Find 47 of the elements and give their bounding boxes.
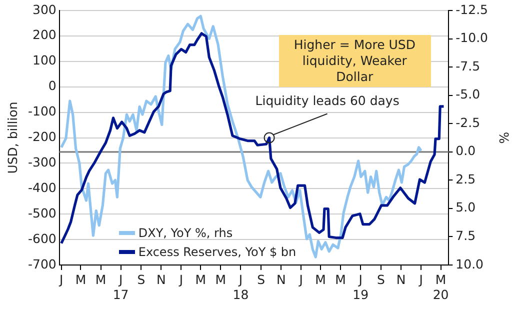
x-tick-label: M (215, 272, 226, 287)
y2-axis-title: % (496, 132, 512, 144)
y-tick-label: 100 (32, 52, 56, 68)
x-tick-label: M (335, 272, 346, 287)
y-tick-label: -600 (28, 230, 56, 246)
y-tick-label: 300 (32, 2, 56, 17)
x-tick-label: S (257, 272, 266, 287)
x-tick-label: J (418, 272, 423, 287)
y-tick-label: -300 (28, 154, 56, 170)
y-tick-label: -100 (28, 104, 56, 119)
y2-tick-label: 2.5 (456, 171, 476, 186)
x-tick-label: N (276, 272, 286, 287)
x-tick-label: J 17 (112, 272, 129, 302)
y-tick-label: 0 (48, 78, 56, 94)
annotation: Liquidity leads 60 days (255, 92, 400, 108)
y2-tick-label: 5.0 (456, 200, 476, 215)
y2-tick-label: 7.5 (456, 228, 476, 243)
x-tick-label: M (75, 272, 86, 287)
y-tick-label: -500 (28, 205, 56, 220)
x-tick-label: J 18 (232, 272, 249, 302)
x-tick-label: N (396, 272, 406, 287)
y-tick-label: -200 (28, 129, 56, 144)
x-tick-label: J (58, 272, 64, 287)
x-tick-label: N (156, 272, 166, 287)
y2-tick-label: 0.0 (456, 143, 476, 158)
annotation: Higher = More USD liquidity, Weaker Dollar (278, 34, 431, 86)
y-tick-label: -700 (28, 256, 56, 272)
y2-tick-label: -5.0 (456, 86, 480, 102)
legend-label: Excess Reserves, YoY $ bn (138, 244, 296, 258)
x-tick-label: J (298, 272, 303, 287)
x-tick-label: J 19 (352, 272, 369, 302)
x-tick-label: M (95, 272, 106, 287)
y2-tick-label: -2.5 (456, 114, 480, 130)
x-tick-label: M 20 (432, 272, 449, 302)
y2-tick-label: -10.0 (456, 30, 488, 46)
x-tick-label: S (377, 272, 386, 287)
y2-tick-label: 10.0 (456, 256, 484, 272)
x-tick-label: S (137, 272, 146, 287)
y-tick-label: 200 (32, 27, 56, 42)
x-tick-label: M (195, 272, 206, 287)
y-axis-title: USD, billion (4, 102, 20, 174)
x-tick-label: M (315, 272, 326, 287)
legend-label: DXY, YoY %, rhs (138, 226, 233, 240)
x-tick-label: J (178, 272, 184, 287)
y2-tick-label: -7.5 (456, 58, 480, 74)
y-tick-label: -400 (28, 180, 56, 195)
y2-tick-label: -12.5 (456, 2, 488, 17)
